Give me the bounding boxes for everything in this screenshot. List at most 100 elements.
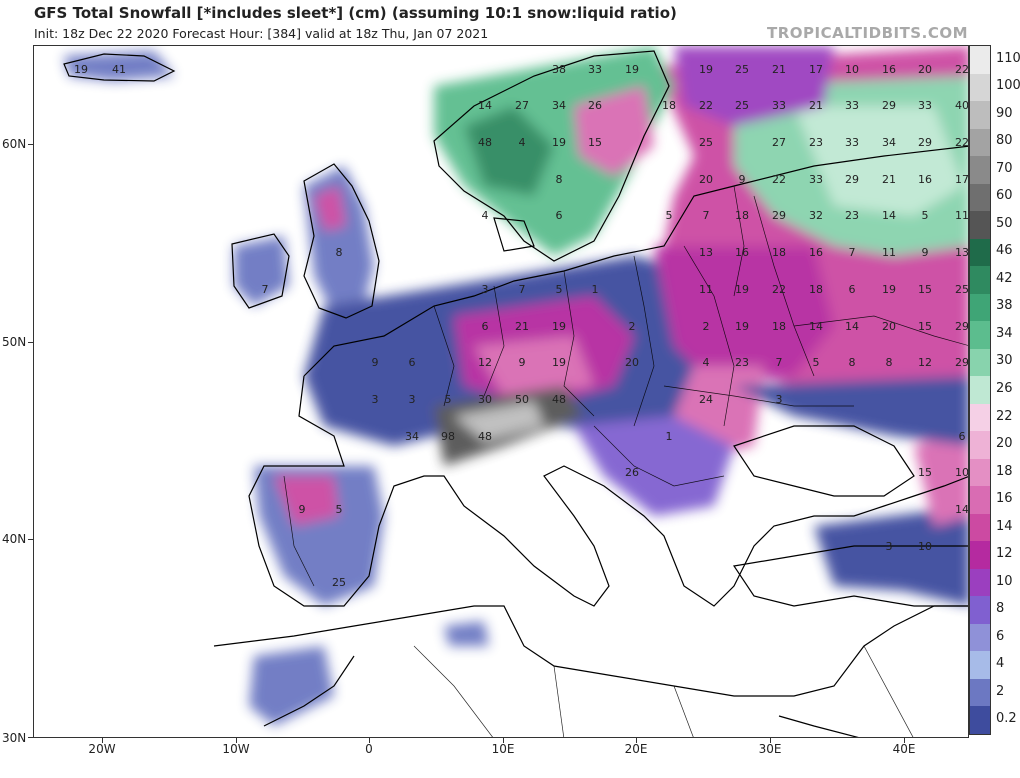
snowfall-value-label: 9 xyxy=(922,246,929,259)
colorbar-segment xyxy=(970,266,990,295)
snowfall-value-label: 33 xyxy=(845,136,859,149)
colorbar-segment xyxy=(970,706,990,735)
colorbar-segment xyxy=(970,183,990,212)
lat-label-50n: 50N xyxy=(2,335,27,349)
colorbar-segment xyxy=(970,541,990,570)
snowfall-value-label: 29 xyxy=(918,136,932,149)
lon-label-20w: 20W xyxy=(88,742,116,756)
colorbar-label: 100 xyxy=(996,78,1020,94)
snowfall-value-label: 9 xyxy=(372,356,379,369)
lat-label-30n: 30N xyxy=(2,731,27,745)
lat-tick xyxy=(28,737,33,738)
colorbar-segment xyxy=(970,431,990,460)
snowfall-value-label: 19 xyxy=(552,136,566,149)
colorbar-label: 18 xyxy=(996,463,1013,479)
lon-label-20e: 20E xyxy=(624,742,648,756)
snowfall-value-label: 8 xyxy=(886,356,893,369)
snowfall-value-label: 30 xyxy=(478,393,492,406)
colorbar-label: 60 xyxy=(996,188,1013,204)
snowfall-value-label: 24 xyxy=(699,393,713,406)
snowfall-value-label: 32 xyxy=(809,209,823,222)
snowfall-value-label: 20 xyxy=(699,173,713,186)
snowfall-value-label: 98 xyxy=(441,430,455,443)
snowfall-value-label: 16 xyxy=(735,246,749,259)
snowfall-value-label: 1 xyxy=(592,283,599,296)
lon-label-0: 0 xyxy=(365,742,373,756)
snowfall-value-label: 9 xyxy=(739,173,746,186)
snowfall-value-label: 6 xyxy=(409,356,416,369)
coastlines xyxy=(63,50,968,737)
snowfall-value-label: 19 xyxy=(625,63,639,76)
snowfall-value-label: 8 xyxy=(336,246,343,259)
colorbar-segment xyxy=(970,623,990,652)
snowfall-value-label: 19 xyxy=(735,283,749,296)
snowfall-value-label: 25 xyxy=(735,63,749,76)
snowfall-value-label: 48 xyxy=(552,393,566,406)
colorbar-segment xyxy=(970,128,990,157)
snowfall-value-label: 5 xyxy=(666,209,673,222)
colorbar-label: 90 xyxy=(996,105,1013,121)
snowfall-value-label: 22 xyxy=(955,63,969,76)
snowfall-value-label: 21 xyxy=(882,173,896,186)
snowfall-value-label: 17 xyxy=(955,173,969,186)
snowfall-value-label: 19 xyxy=(699,63,713,76)
country-borders xyxy=(283,185,968,737)
snowfall-value-label: 34 xyxy=(552,99,566,112)
colorbar-segment xyxy=(970,293,990,322)
snowfall-value-label: 33 xyxy=(772,99,786,112)
snowfall-value-label: 26 xyxy=(588,99,602,112)
snowfall-value-label: 4 xyxy=(703,356,710,369)
snowfall-value-label: 13 xyxy=(699,246,713,259)
colorbar-label: 46 xyxy=(996,243,1013,259)
colorbar-label: 6 xyxy=(996,628,1005,644)
colorbar-segment xyxy=(970,211,990,240)
snowfall-value-label: 27 xyxy=(772,136,786,149)
snowfall-value-label: 2 xyxy=(703,320,710,333)
snowfall-value-label: 21 xyxy=(772,63,786,76)
snowfall-value-label: 7 xyxy=(776,356,783,369)
map-subtitle: Init: 18z Dec 22 2020 Forecast Hour: [38… xyxy=(34,26,489,41)
colorbar-label: 30 xyxy=(996,353,1013,369)
snowfall-value-label: 20 xyxy=(625,356,639,369)
snowfall-value-label: 6 xyxy=(849,283,856,296)
snowfall-value-label: 34 xyxy=(405,430,419,443)
colorbar-segment xyxy=(970,376,990,405)
colorbar-label: 110 xyxy=(996,50,1020,66)
snowfall-map[interactable]: 19 41 38 33 19 19 25 21 17 10 16 20 22 14 27 34 26 18 22 25… xyxy=(33,45,969,738)
snowfall-value-label: 3 xyxy=(886,540,893,553)
snowfall-value-label: 33 xyxy=(809,173,823,186)
snowfall-value-label: 48 xyxy=(478,136,492,149)
colorbar-label: 38 xyxy=(996,298,1013,314)
colorbar-segment xyxy=(970,73,990,102)
colorbar-label: 26 xyxy=(996,381,1013,396)
snowfall-value-label: 14 xyxy=(478,99,492,112)
snowfall-shading xyxy=(64,46,968,726)
lat-tick xyxy=(28,539,33,540)
colorbar-label: 50 xyxy=(996,215,1013,231)
colorbar-segment xyxy=(970,348,990,377)
snowfall-value-label: 6 xyxy=(482,320,489,333)
lat-label-60n: 60N xyxy=(2,137,27,151)
snowfall-value-label: 21 xyxy=(809,99,823,112)
snowfall-value-label: 15 xyxy=(918,320,932,333)
snowfall-value-label: 10 xyxy=(918,540,932,553)
lon-tick xyxy=(503,738,504,743)
snowfall-value-label: 33 xyxy=(918,99,932,112)
snowfall-value-label: 17 xyxy=(809,63,823,76)
snowfall-value-label: 22 xyxy=(772,173,786,186)
snowfall-value-label: 8 xyxy=(556,173,563,186)
snowfall-value-label: 19 xyxy=(882,283,896,296)
colorbar-label: 16 xyxy=(996,491,1013,507)
snowfall-value-label: 9 xyxy=(519,356,526,369)
snowfall-value-label: 19 xyxy=(552,320,566,333)
snowfall-value-label: 5 xyxy=(445,393,452,406)
snowfall-value-label: 13 xyxy=(955,246,969,259)
snowfall-value-label: 25 xyxy=(955,283,969,296)
snowfall-value-label: 14 xyxy=(809,320,823,333)
snowfall-value-label: 3 xyxy=(482,283,489,296)
snowfall-value-label: 26 xyxy=(625,466,639,479)
snowfall-value-label: 11 xyxy=(955,209,969,222)
snowfall-value-label: 7 xyxy=(703,209,710,222)
